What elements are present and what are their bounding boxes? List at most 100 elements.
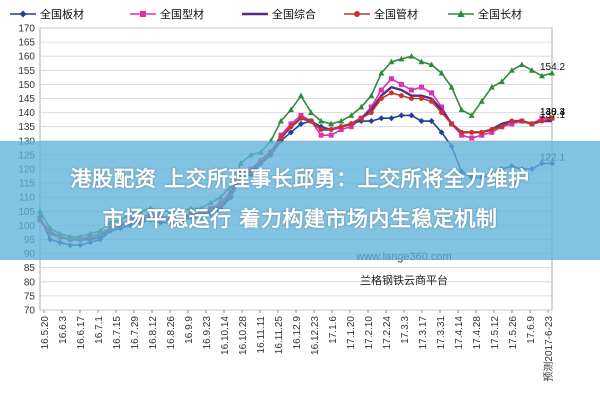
data-point xyxy=(529,121,535,127)
annotation-platform: 兰格钢铁云商平台 xyxy=(360,273,448,287)
data-point xyxy=(428,118,435,125)
data-point xyxy=(478,98,485,104)
data-point xyxy=(388,90,394,96)
data-point xyxy=(538,72,545,79)
legend-marker-3 xyxy=(354,11,360,17)
x-tick-label-11: 16.10.28 xyxy=(238,316,249,355)
x-tick-label-27: 17.6.9 xyxy=(526,316,537,344)
data-point xyxy=(278,132,284,138)
data-point xyxy=(288,124,294,130)
data-point xyxy=(328,120,335,127)
data-point xyxy=(508,67,515,73)
y-tick-label-20: 170 xyxy=(18,24,35,35)
y-tick-label-1: 75 xyxy=(24,291,36,302)
data-point xyxy=(499,124,505,130)
data-point xyxy=(539,115,545,121)
data-point xyxy=(368,104,374,110)
data-point xyxy=(479,129,485,135)
data-point xyxy=(278,135,284,141)
x-tick-label-14: 16.12.9 xyxy=(292,316,303,350)
x-tick-label-23: 17.4.14 xyxy=(454,316,465,350)
data-point xyxy=(318,127,324,133)
data-point xyxy=(368,92,375,99)
data-point xyxy=(338,117,345,124)
x-tick-label-5: 16.7.29 xyxy=(130,316,141,350)
data-point xyxy=(328,132,334,138)
legend-label-3: 全国管材 xyxy=(374,7,418,21)
data-point xyxy=(418,96,424,101)
y-tick-label-17: 155 xyxy=(18,66,35,77)
data-point xyxy=(298,92,305,99)
data-point xyxy=(338,127,344,133)
data-point xyxy=(489,127,495,133)
data-point xyxy=(438,69,445,76)
x-tick-label-2: 16.6.17 xyxy=(76,316,87,350)
data-point xyxy=(469,129,475,135)
data-point xyxy=(469,135,475,141)
y-tick-label-0: 70 xyxy=(24,306,36,317)
data-point xyxy=(479,132,485,138)
legend-marker-1 xyxy=(140,11,146,17)
end-value-label-3: 137.1 xyxy=(540,110,565,121)
x-tick-label-0: 16.5.20 xyxy=(40,316,51,350)
data-point xyxy=(388,58,395,65)
data-point xyxy=(338,124,344,130)
data-point xyxy=(358,115,364,121)
end-value-label-1: 140.4 xyxy=(540,107,565,118)
x-tick-label-13: 16.11.25 xyxy=(274,316,285,355)
data-point xyxy=(418,58,425,65)
data-point xyxy=(358,103,365,110)
x-tick-label-19: 17.2.24 xyxy=(382,316,393,350)
news-overlay-banner[interactable]: 港股配资 上交所理事长邱勇：上交所将全力维护 市场平稳运行 着力构建市场内生稳定… xyxy=(0,141,600,260)
legend-label-2: 全国综合 xyxy=(272,7,316,21)
data-point xyxy=(378,87,384,93)
data-point xyxy=(519,118,525,124)
x-tick-label-25: 17.5.12 xyxy=(490,316,501,350)
data-point xyxy=(488,84,495,90)
data-point xyxy=(468,112,475,118)
x-tick-label-6: 16.8.12 xyxy=(148,316,159,350)
y-tick-label-15: 145 xyxy=(18,94,35,105)
y-tick-label-2: 80 xyxy=(24,277,36,288)
x-tick-label-16: 17.1.6 xyxy=(328,316,339,344)
data-point xyxy=(518,61,525,68)
x-tick-label-22: 17.3.31 xyxy=(436,316,447,350)
y-tick-label-3: 85 xyxy=(24,263,36,274)
data-point xyxy=(298,115,304,121)
legend-marker-0 xyxy=(19,10,27,18)
y-tick-label-16: 150 xyxy=(18,80,35,91)
legend-label-0: 全国板材 xyxy=(40,7,84,21)
data-point xyxy=(429,90,435,96)
data-point xyxy=(287,106,294,113)
data-point xyxy=(509,121,515,127)
y-tick-label-14: 140 xyxy=(18,108,35,119)
data-point xyxy=(459,129,465,135)
data-point xyxy=(318,117,325,124)
overlay-headline-line2: 市场平稳运行 着力构建市场内生稳定机制 xyxy=(102,207,498,231)
x-tick-label-21: 17.3.17 xyxy=(418,316,429,350)
x-tick-label-12: 16.11.11 xyxy=(256,316,267,354)
data-point xyxy=(288,121,294,127)
data-point xyxy=(287,129,294,136)
x-tick-label-24: 17.4.28 xyxy=(472,316,483,350)
x-tick-label-9: 16.9.23 xyxy=(202,316,213,350)
data-point xyxy=(408,96,414,101)
data-point xyxy=(439,110,445,116)
data-point xyxy=(348,121,354,127)
x-tick-label-20: 17.3.3 xyxy=(400,316,411,344)
overlay-headline-line1: 港股配资 上交所理事长邱勇：上交所将全力维护 xyxy=(70,167,530,191)
x-tick-label-26: 17.5.26 xyxy=(508,316,519,350)
data-point xyxy=(449,121,455,127)
data-point xyxy=(539,118,545,124)
data-point xyxy=(388,76,394,82)
data-point xyxy=(298,120,305,127)
data-point xyxy=(408,112,415,119)
data-point xyxy=(388,115,395,122)
data-point xyxy=(458,106,465,113)
data-point xyxy=(308,118,314,124)
data-point xyxy=(277,117,284,124)
data-point xyxy=(298,112,304,118)
data-point xyxy=(378,115,385,122)
data-point xyxy=(429,98,435,104)
